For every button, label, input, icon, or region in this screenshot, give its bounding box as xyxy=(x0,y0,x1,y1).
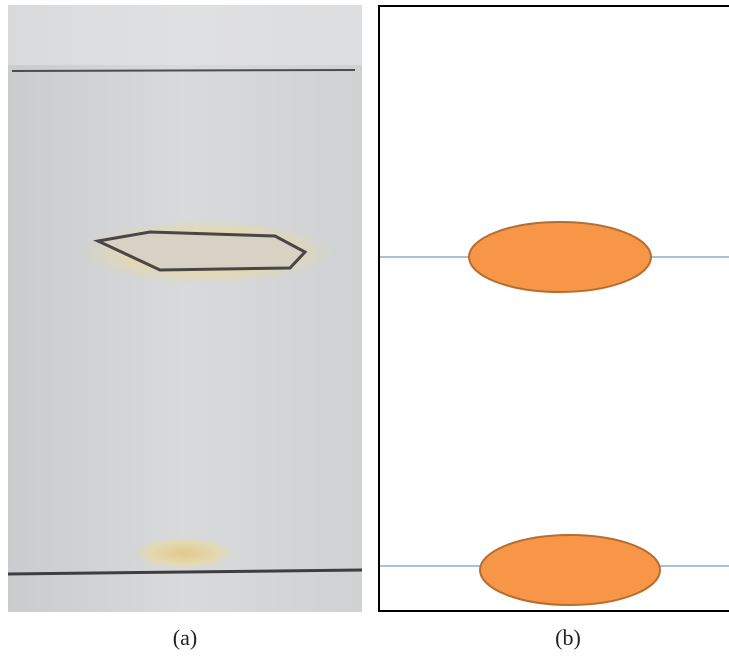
photo-panel xyxy=(8,5,362,612)
plate-diagram xyxy=(379,6,729,611)
panel-label: (a) xyxy=(173,625,197,650)
diagram-panel xyxy=(379,6,729,611)
plate-top xyxy=(8,5,362,65)
solvent-front xyxy=(12,70,355,71)
figure: (a) (b) xyxy=(0,0,729,657)
start-spot xyxy=(134,537,234,569)
spot-lower xyxy=(480,535,660,605)
tlc-plate-photo xyxy=(8,5,362,612)
spot-upper xyxy=(469,222,651,292)
panel-label: (b) xyxy=(555,625,581,650)
